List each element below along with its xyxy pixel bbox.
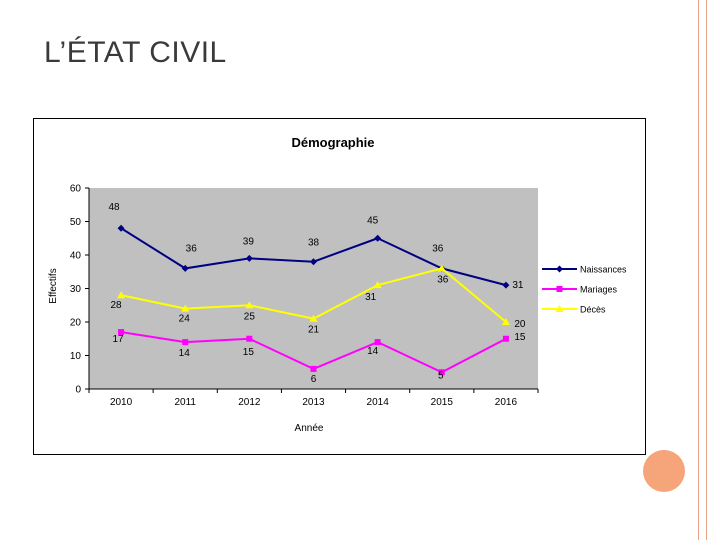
series-mariages: 17 14 15 6 14 5 15 [113, 329, 526, 385]
data-label: 48 [109, 202, 121, 213]
y-tick-label: 20 [70, 318, 82, 329]
data-label: 28 [111, 300, 123, 311]
chart-title: Démographie [291, 135, 374, 150]
data-label: 14 [179, 348, 191, 359]
data-point [502, 281, 510, 289]
data-point [373, 281, 382, 289]
y-tick-label: 60 [70, 184, 82, 195]
y-axis-label: Effectifs [48, 268, 59, 303]
legend: Naissances Mariages Décès [542, 265, 627, 315]
data-point [246, 335, 253, 342]
data-point [181, 264, 189, 272]
data-label: 31 [512, 280, 524, 291]
data-label: 15 [243, 347, 255, 358]
data-point [374, 234, 382, 242]
data-label: 38 [308, 238, 320, 249]
x-tick-label: 2014 [367, 397, 390, 408]
demographie-line-chart: Démographie Effectifs Année 0 10 20 30 40 50 6… [48, 135, 627, 434]
plot-area [89, 188, 538, 389]
data-point [245, 301, 254, 309]
data-point [437, 264, 446, 272]
data-point [310, 365, 317, 372]
data-label: 15 [514, 332, 526, 343]
data-label: 25 [244, 311, 256, 322]
data-label: 14 [367, 346, 379, 357]
legend-item-mariages: Mariages [542, 285, 618, 295]
decorative-line-right [706, 0, 707, 540]
data-label: 24 [179, 314, 191, 325]
chart-container: Démographie Effectifs Année 0 10 20 30 40 50 6… [33, 118, 646, 455]
x-tick-label: 2012 [238, 397, 261, 408]
data-point [245, 254, 253, 262]
legend-item-naissances: Naissances [542, 265, 627, 275]
x-tick-label: 2010 [110, 397, 133, 408]
y-tick-label: 50 [70, 217, 82, 228]
x-tick-label: 2011 [174, 397, 196, 408]
x-tick-label: 2016 [495, 397, 518, 408]
legend-label: Naissances [580, 265, 627, 275]
data-label: 36 [186, 243, 198, 254]
data-point [181, 304, 190, 312]
data-label: 36 [437, 274, 449, 285]
data-label: 31 [365, 292, 377, 303]
data-label: 36 [432, 243, 444, 254]
data-label: 5 [438, 370, 444, 381]
series-deces: 28 24 25 21 31 36 20 [111, 264, 526, 336]
legend-item-deces: Décès [542, 305, 606, 315]
data-point [310, 258, 317, 266]
data-label: 21 [308, 325, 320, 336]
data-point [118, 329, 125, 336]
data-point [309, 314, 318, 322]
data-point [117, 224, 125, 232]
legend-swatch-marker [555, 305, 564, 312]
data-label: 39 [243, 236, 255, 247]
data-label: 20 [514, 319, 526, 330]
slide-title: L’ÉTAT CIVIL [44, 36, 227, 69]
series-group: 48 36 39 38 45 36 31 17 14 15 6 14 5 15 28 24 25 21 31 36 20 [109, 202, 526, 385]
data-label: 6 [311, 374, 317, 385]
decorative-circle [643, 450, 685, 492]
legend-label: Mariages [580, 285, 618, 295]
data-point [438, 369, 445, 376]
x-axis-label: Année [295, 423, 324, 434]
legend-label: Décès [580, 305, 606, 315]
data-point [374, 339, 381, 346]
y-tick-label: 40 [70, 251, 82, 262]
legend-swatch-marker [556, 265, 563, 273]
decorative-line-left [698, 0, 699, 540]
data-label: 45 [367, 215, 379, 226]
y-tick-label: 0 [75, 385, 81, 396]
data-point [501, 318, 510, 325]
data-point [117, 291, 126, 299]
legend-swatch-marker [556, 286, 563, 292]
x-tick-label: 2015 [431, 397, 454, 408]
series-naissances: 48 36 39 38 45 36 31 [109, 202, 524, 291]
y-tick-label: 30 [70, 284, 82, 295]
x-tick-label: 2013 [302, 397, 325, 408]
data-label: 17 [113, 334, 125, 345]
data-point [502, 335, 509, 342]
y-tick-label: 10 [70, 351, 82, 362]
data-point [182, 339, 189, 346]
